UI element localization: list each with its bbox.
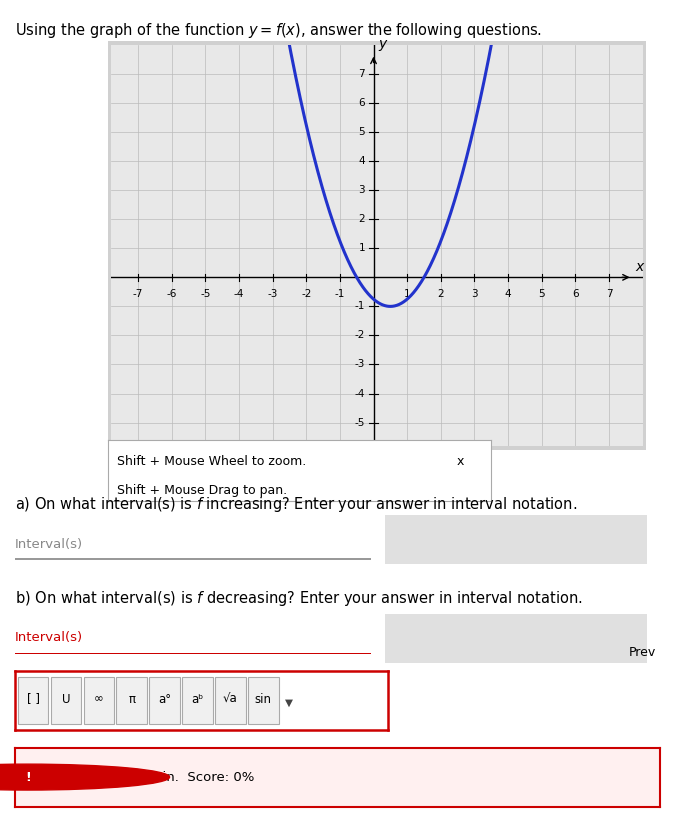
Circle shape xyxy=(0,764,170,790)
Text: 3: 3 xyxy=(471,289,478,299)
Text: ∞: ∞ xyxy=(94,693,104,706)
Text: y: y xyxy=(378,37,387,51)
Text: -7: -7 xyxy=(133,289,143,299)
Text: √a: √a xyxy=(223,693,238,706)
Text: [ ]: [ ] xyxy=(27,693,40,706)
Bar xyxy=(248,676,279,724)
Text: b) On what interval(s) is $f$ decreasing? Enter your answer in interval notation: b) On what interval(s) is $f$ decreasing… xyxy=(15,589,582,608)
Bar xyxy=(83,676,114,724)
Bar xyxy=(182,676,213,724)
Text: aᵇ: aᵇ xyxy=(191,693,203,706)
Text: 4: 4 xyxy=(505,289,511,299)
Text: π: π xyxy=(129,693,135,706)
Text: x: x xyxy=(457,456,464,469)
Bar xyxy=(50,676,81,724)
Text: -4: -4 xyxy=(234,289,244,299)
Text: 4: 4 xyxy=(359,156,365,166)
Text: -3: -3 xyxy=(267,289,278,299)
Bar xyxy=(215,676,246,724)
Text: -2: -2 xyxy=(301,289,312,299)
Text: Interval(s): Interval(s) xyxy=(15,631,83,645)
Text: a) On what interval(s) is $f$ increasing? Enter your answer in interval notation: a) On what interval(s) is $f$ increasing… xyxy=(15,495,577,514)
Text: Prev: Prev xyxy=(629,646,656,659)
Text: !: ! xyxy=(25,771,30,784)
Text: 2: 2 xyxy=(359,214,365,224)
Text: -2: -2 xyxy=(355,330,365,340)
Text: -6: -6 xyxy=(166,289,177,299)
Text: 6: 6 xyxy=(359,98,365,108)
Text: -1: -1 xyxy=(334,289,345,299)
Text: -3: -3 xyxy=(355,359,365,370)
Bar xyxy=(149,676,180,724)
Text: -5: -5 xyxy=(200,289,211,299)
Text: x: x xyxy=(635,260,643,275)
Text: ▼: ▼ xyxy=(285,698,293,708)
Text: 3: 3 xyxy=(359,185,365,196)
Text: Not quite. Try again.  Score: 0%: Not quite. Try again. Score: 0% xyxy=(44,771,255,784)
Text: 6: 6 xyxy=(572,289,579,299)
Text: 1: 1 xyxy=(404,289,411,299)
Bar xyxy=(116,676,147,724)
Text: -5: -5 xyxy=(355,417,365,428)
Text: -1: -1 xyxy=(355,301,365,312)
Text: a°: a° xyxy=(158,693,171,706)
Text: Shift + Mouse Wheel to zoom.: Shift + Mouse Wheel to zoom. xyxy=(117,456,306,469)
Text: Shift + Mouse Drag to pan.: Shift + Mouse Drag to pan. xyxy=(117,484,287,497)
Text: 5: 5 xyxy=(359,127,365,137)
Text: 7: 7 xyxy=(606,289,612,299)
Text: 5: 5 xyxy=(538,289,545,299)
Text: sin: sin xyxy=(254,693,272,706)
Text: 1: 1 xyxy=(359,243,365,254)
Bar xyxy=(17,676,48,724)
Text: 7: 7 xyxy=(359,69,365,79)
Text: Using the graph of the function $y = f(x)$, answer the following questions.: Using the graph of the function $y = f(x… xyxy=(15,21,542,40)
Text: -4: -4 xyxy=(355,389,365,398)
Text: U: U xyxy=(62,693,70,706)
Text: 2: 2 xyxy=(437,289,444,299)
Text: Interval(s): Interval(s) xyxy=(15,538,83,551)
